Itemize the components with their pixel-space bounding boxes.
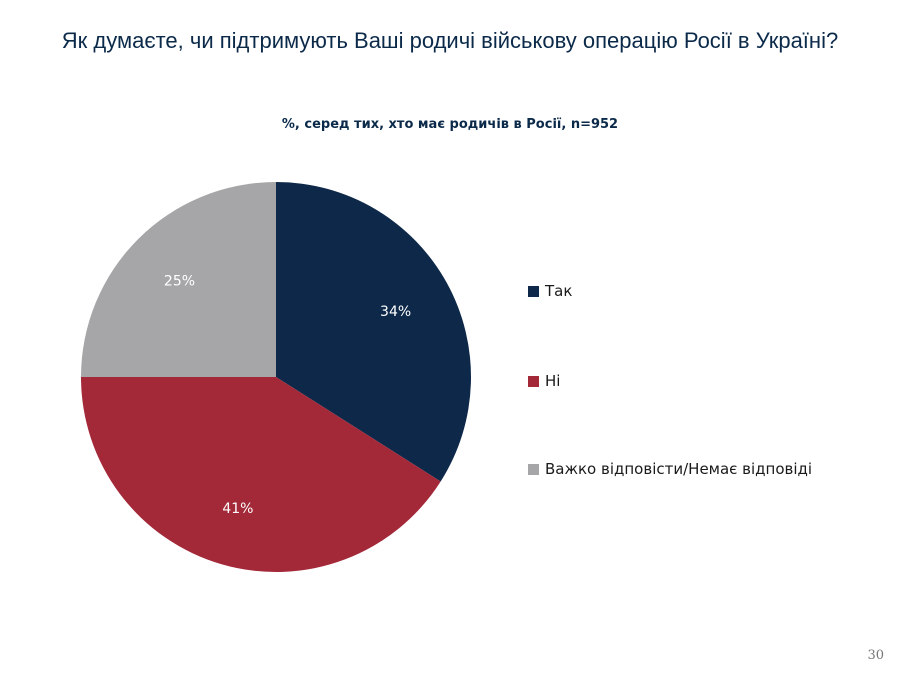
page-number: 30 bbox=[867, 648, 884, 663]
legend-swatch bbox=[528, 375, 539, 387]
legend-label: Ні bbox=[545, 372, 561, 390]
legend-swatch bbox=[528, 285, 539, 297]
pie-slice-0 bbox=[276, 182, 472, 482]
legend-label: Так bbox=[545, 282, 573, 300]
legend-swatch bbox=[528, 463, 539, 475]
legend-item-1: Ні bbox=[528, 372, 560, 390]
chart-subtitle: %, серед тих, хто має родичів в Росії, n… bbox=[281, 117, 619, 132]
chart-title: Як думаєте, чи підтримують Ваші родичі в… bbox=[61, 28, 839, 53]
pie-slice-2 bbox=[81, 182, 276, 377]
legend-item-2: Важко відповісти/Немає відповіді bbox=[528, 460, 812, 478]
slice-label-1: 41% bbox=[222, 501, 253, 517]
slice-label-0: 34% bbox=[380, 304, 411, 320]
legend-item-0: Так bbox=[528, 282, 572, 300]
slice-label-2: 25% bbox=[164, 273, 195, 289]
legend-label: Важко відповісти/Немає відповіді bbox=[545, 460, 813, 478]
pie-slice-1 bbox=[80, 377, 441, 573]
